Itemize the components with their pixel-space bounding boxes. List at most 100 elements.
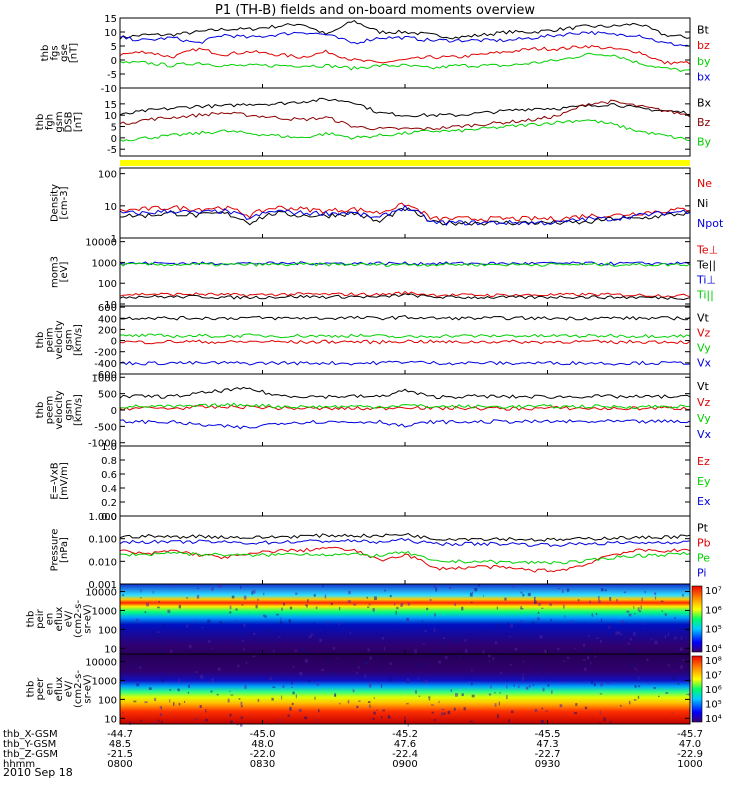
- legend-entry: Pt: [697, 521, 709, 534]
- y-tick-label: 1000: [92, 258, 117, 269]
- spectrogram-speckle: [574, 647, 577, 650]
- panel-pressure: 0.001 0.010 0.100 1.000 Pressure[nPa] Pt Pb Pe P…: [49, 512, 710, 591]
- spectrogram-speckle: [252, 655, 256, 658]
- colorbar-tick-label: 10⁶: [705, 685, 722, 696]
- spectrogram-speckle: [295, 694, 297, 699]
- spectrogram-speckle: [196, 594, 200, 599]
- spectrogram-speckle: [654, 640, 658, 645]
- y-tick-label: 1000: [92, 606, 117, 617]
- y-axis-label: (cm2-s-: [73, 600, 84, 638]
- spectrogram-speckle: [195, 671, 198, 673]
- y-tick-label: 200: [98, 325, 117, 336]
- spectrogram-speckle: [176, 722, 178, 724]
- spectrogram-speckle: [444, 656, 448, 659]
- spectrogram-speckle: [683, 638, 686, 642]
- colorbar-tick-label: 10⁴: [705, 644, 722, 655]
- spectrogram-speckle: [416, 663, 419, 667]
- spectrogram-speckle: [240, 585, 242, 589]
- colorbar-tick-label: 10⁷: [705, 671, 722, 682]
- spectrogram-speckle: [564, 615, 566, 618]
- spectrogram-speckle: [204, 634, 208, 637]
- y-axis-label: [cm-3]: [59, 186, 70, 219]
- spectrogram-speckle: [634, 685, 637, 688]
- legend-entry: Bt: [697, 24, 710, 37]
- spectrogram-speckle: [238, 698, 241, 700]
- spectrogram-speckle: [599, 693, 603, 695]
- spectrogram-speckle: [493, 692, 496, 694]
- spectrogram-speckle: [665, 692, 669, 694]
- panel-frame: [119, 167, 691, 239]
- spectrogram-speckle: [272, 686, 276, 689]
- colorbar-peir: 10⁴ 10⁵ 10⁶ 10⁷: [691, 585, 722, 655]
- spectrogram-speckle: [154, 697, 157, 702]
- y-axis-label: en: [45, 683, 56, 696]
- spectrogram-speckle: [279, 718, 281, 722]
- spectrogram-speckle: [541, 607, 544, 609]
- spectrogram-speckle: [207, 619, 211, 623]
- spectrogram-speckle: [507, 622, 509, 626]
- spectrogram-speckle: [299, 671, 303, 676]
- y-tick-label: 1.000: [88, 512, 117, 523]
- spectrogram-speckle: [591, 613, 594, 617]
- y-axis-label: (cm2-s-: [73, 670, 84, 708]
- series-line-density-npot: [119, 204, 691, 227]
- x-axis-tick-value: 47.6: [394, 739, 416, 750]
- spectrogram-speckle: [510, 624, 514, 628]
- spectrogram-speckle: [379, 665, 381, 670]
- colorbar-tick-label: 10⁴: [705, 714, 722, 725]
- panel-frame: [119, 373, 691, 447]
- y-axis-label: peir: [35, 608, 46, 628]
- spectrogram-speckle: [244, 685, 247, 689]
- spectrogram-speckle: [687, 621, 689, 624]
- y-axis-label: gsm: [64, 329, 75, 350]
- spectrogram-speckle: [235, 644, 238, 647]
- panel-frame: [119, 87, 691, 157]
- spectrogram-speckle: [638, 610, 642, 613]
- y-tick-label: 100: [98, 170, 117, 181]
- spectrogram-speckle: [442, 643, 445, 647]
- spectrogram-speckle: [595, 612, 598, 616]
- spectrogram-speckle: [638, 685, 641, 688]
- spectrogram-speckle: [465, 648, 468, 653]
- panel-frame: [119, 445, 691, 517]
- spectrogram-speckle: [159, 649, 162, 653]
- legend-entry: Ez: [697, 455, 710, 468]
- spectrogram-speckle: [680, 665, 683, 669]
- spectrogram-speckle: [211, 587, 214, 591]
- spectrogram-speckle: [497, 624, 500, 628]
- series-line-pressure-pt: [119, 532, 691, 542]
- spectrogram-speckle: [563, 604, 565, 609]
- spectrogram-speckle: [620, 704, 622, 707]
- spectrogram-speckle: [229, 713, 232, 717]
- y-tick-label: 0: [111, 406, 117, 417]
- x-axis-row-label: thb_Z-GSM: [3, 749, 58, 760]
- spectrogram-speckle: [177, 688, 180, 692]
- spectrogram-speckle: [600, 588, 604, 592]
- spectrogram-speckle: [308, 679, 311, 683]
- spectrogram-speckle: [628, 613, 632, 617]
- colorbar-tick-label: 10⁶: [705, 605, 722, 616]
- spectrogram-speckle: [324, 631, 327, 633]
- spectrogram-speckle: [314, 721, 316, 725]
- x-axis-tick-value: 47.3: [536, 739, 558, 750]
- spectrogram-speckle: [409, 659, 412, 662]
- y-tick-label: 1.0: [101, 442, 117, 453]
- spectrogram-speckle: [269, 677, 272, 681]
- spectrogram-speckle: [637, 607, 640, 611]
- spectrogram-speckle: [594, 655, 597, 658]
- spectrogram-speckle: [429, 598, 432, 602]
- spectrogram-speckle: [599, 710, 601, 715]
- spectrogram-speckle: [470, 682, 473, 686]
- spectrogram-speckle: [584, 706, 588, 710]
- spectrogram-speckle: [406, 678, 410, 682]
- spectrogram-speckle: [210, 690, 213, 693]
- x-axis-tick-value: 0800: [107, 759, 132, 770]
- spectrogram-speckle: [291, 686, 293, 688]
- spectrogram-speckle: [144, 701, 148, 704]
- spectrogram-speckle: [567, 656, 570, 659]
- spectrogram-speckle: [528, 685, 531, 688]
- spectrogram-speckle: [472, 591, 474, 594]
- spectrogram-speckle: [646, 658, 649, 662]
- y-axis-label: peim: [45, 327, 56, 352]
- spectrogram-speckle: [629, 649, 633, 653]
